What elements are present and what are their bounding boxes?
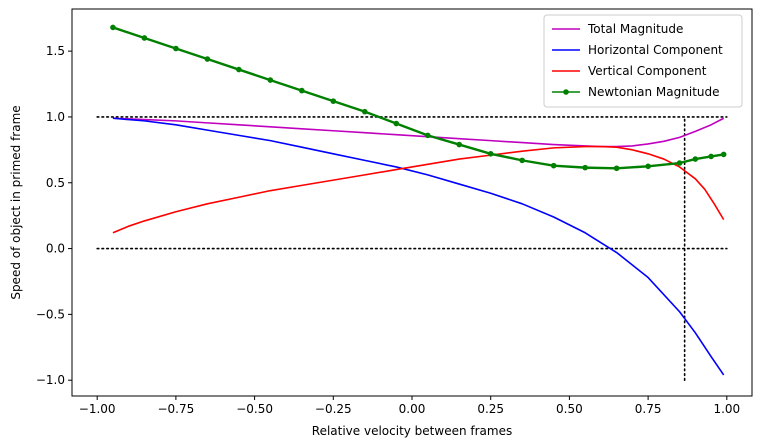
series-point	[720, 151, 727, 158]
series-point	[550, 162, 557, 169]
x-tick-label: 0.00	[399, 402, 426, 416]
series-point	[330, 98, 337, 104]
series-point	[393, 120, 400, 127]
legend-marker	[563, 89, 569, 95]
series-point	[708, 153, 714, 160]
legend-label: Horizontal Component	[588, 43, 723, 57]
series-line-3	[112, 26, 724, 170]
x-tick-label: −1.00	[79, 402, 116, 416]
series-point	[645, 163, 651, 170]
series-point	[299, 87, 305, 94]
x-tick-label: 0.75	[635, 402, 662, 416]
x-tick-label: −0.50	[236, 402, 273, 416]
y-tick-label: 1.0	[46, 110, 65, 124]
series-point	[487, 150, 494, 157]
y-tick-label: −0.5	[36, 307, 65, 321]
x-tick-label: 0.50	[556, 402, 583, 416]
plot-area	[96, 24, 728, 382]
series-point	[519, 157, 525, 164]
series-point	[456, 141, 463, 148]
series-line-2	[112, 145, 725, 234]
legend-label: Vertical Component	[588, 64, 707, 78]
series-point	[676, 160, 683, 166]
x-tick-label: 0.25	[477, 402, 504, 416]
series-point	[692, 156, 699, 162]
y-tick-label: −1.0	[36, 373, 65, 387]
x-tick-label: −0.75	[157, 402, 194, 416]
y-axis-label: Speed of object in primed frame	[9, 105, 23, 299]
legend-label: Total Magnitude	[587, 22, 683, 36]
series-point	[424, 132, 431, 139]
ticks: −1.00 −0.75 −0.50 −0.25 0.00 0.25 0.50 0.75 1.00…	[36, 44, 740, 416]
y-tick-label: 1.5	[46, 44, 65, 58]
y-tick-label: 0.0	[46, 242, 65, 256]
series-point	[173, 45, 179, 52]
series-point	[204, 56, 211, 62]
series-line-0	[112, 117, 725, 148]
x-axis-label: Relative velocity between frames	[312, 424, 512, 438]
legend: Total Magnitude Horizontal Component Verti…	[543, 14, 743, 108]
series-line-1	[112, 117, 725, 376]
series-point	[141, 35, 148, 41]
legend-box	[543, 14, 743, 108]
series-point	[110, 24, 116, 31]
x-tick-label: 1.00	[713, 402, 740, 416]
series-point	[361, 108, 368, 115]
series-point	[267, 77, 274, 83]
series-point	[236, 66, 242, 73]
legend-label: Newtonian Magnitude	[588, 85, 720, 99]
series-point	[582, 164, 588, 171]
x-tick-label: −0.25	[315, 402, 352, 416]
series-point	[613, 165, 620, 172]
y-tick-label: 0.5	[46, 176, 65, 190]
